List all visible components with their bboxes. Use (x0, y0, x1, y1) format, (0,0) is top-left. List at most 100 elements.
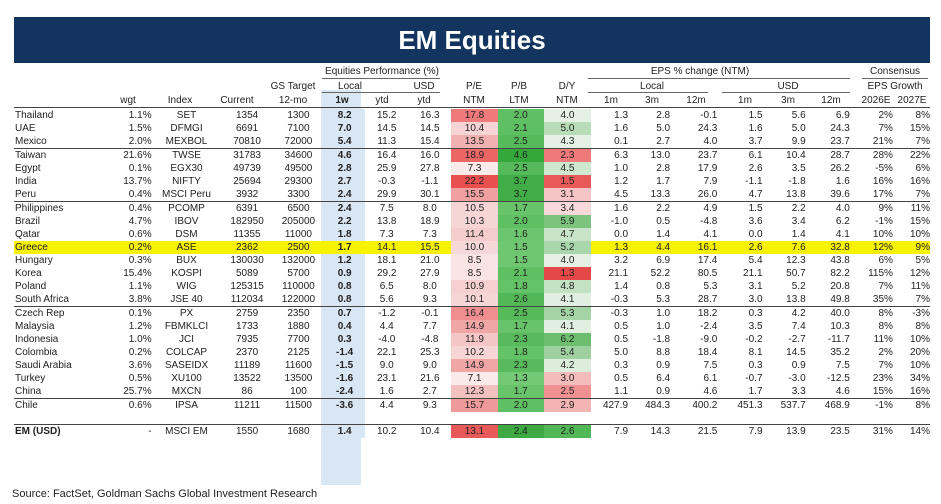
perf-1w-cell: 1.2 (324, 254, 366, 267)
header-3m-local: 3m (645, 95, 659, 106)
eps-2027e-cell: 11% (910, 281, 930, 292)
gs-target-cell: 49500 (284, 163, 313, 174)
current-cell: 7935 (235, 334, 259, 345)
eps-2027e-cell: 14% (909, 426, 930, 437)
header-2026e: 2026E (861, 95, 891, 106)
gs-target-cell: 7700 (287, 334, 310, 345)
ytd-local-cell: -4.0 (378, 334, 396, 345)
header-wgt: wgt (120, 95, 136, 106)
eps-2026e-cell: 9% (849, 201, 893, 215)
eps-usd-1m-cell: -1.1 (745, 176, 763, 187)
pb-cell: 2.6 (497, 293, 544, 307)
eps-usd-12m-cell: 43.8 (830, 255, 850, 266)
perf-1w-cell: 0.7 (324, 306, 366, 320)
ytd-local-cell: 4.4 (379, 321, 394, 332)
dy-cell: 2.3 (543, 148, 592, 162)
pb-cell: 3.7 (497, 175, 544, 188)
header-pe-ntm: NTM (463, 95, 485, 106)
perf-1w-cell: 8.2 (324, 109, 366, 122)
pe-cell: 10.1 (451, 293, 498, 307)
weight-cell: 1.1% (128, 281, 152, 292)
eps-local-12m-cell: 6.1 (703, 373, 718, 384)
eps-usd-1m-cell: 6.1 (717, 148, 763, 162)
eps-2026e-cell: 2% (878, 347, 893, 358)
ytd-local-cell: 23.1 (377, 373, 397, 384)
pb-cell: 2.5 (497, 135, 544, 149)
eps-local-3m-cell: 5.0 (656, 123, 671, 134)
dy-cell: 2.5 (543, 385, 592, 399)
pb-cell: 1.5 (497, 254, 544, 267)
eps-usd-1m-cell: 7.9 (748, 426, 763, 437)
pe-cell: 14.9 (451, 320, 498, 333)
weight-cell: 1.1% (128, 110, 152, 121)
eps-local-12m-cell: 18.4 (697, 347, 718, 358)
eps-local-3m-cell: 13.3 (650, 189, 671, 200)
weight-cell: 15.4% (123, 268, 152, 279)
current-cell: 1733 (235, 321, 259, 332)
dy-cell: 4.1 (543, 293, 592, 307)
eps-usd-3m-cell: 3.4 (791, 216, 806, 227)
eps-local-1m-cell: 1.6 (591, 201, 629, 215)
eps-2026e-cell: 11% (873, 334, 893, 345)
pb-cell: 2.4 (497, 424, 544, 438)
eps-usd-3m-cell: 5.2 (791, 281, 806, 292)
country-cell: EM (USD) (15, 426, 61, 437)
ytd-local-cell: 14.5 (377, 123, 397, 134)
weight-cell: 1.5% (128, 123, 152, 134)
gs-target-cell: 11600 (284, 360, 312, 371)
eps-usd-3m-cell: 1.4 (791, 229, 806, 240)
eps-local-1m-cell: 1.3 (614, 110, 629, 121)
table-row: Saudi Arabia 3.6% SASEIDX 11189 11600 -1.5 9.0… (14, 359, 930, 372)
gs-target-cell: 1300 (287, 110, 310, 121)
pe-cell: 11.4 (451, 228, 498, 241)
weight-cell: 1.2% (128, 321, 152, 332)
ytd-usd-cell: 16.0 (408, 148, 452, 162)
header-pb: P/B (510, 81, 528, 92)
divider (322, 78, 440, 79)
header-eps-local: Local (640, 81, 664, 92)
eps-local-1m-cell: 0.3 (614, 360, 629, 371)
dy-cell: 3.1 (543, 188, 592, 202)
table-row: Thailand 1.1% SET 1354 1300 8.2 15.2 16.3 17.8 2.… (14, 109, 930, 122)
pe-cell: 18.9 (451, 148, 498, 162)
gs-target-cell: 2500 (272, 241, 325, 254)
ytd-usd-cell: 2.7 (422, 386, 437, 397)
perf-1w-cell: 2.8 (324, 162, 366, 175)
current-cell: 70810 (233, 136, 261, 147)
gs-target-cell: 1680 (287, 426, 310, 437)
eps-local-12m-cell: 26.0 (697, 189, 718, 200)
index-cell: IPSA (151, 398, 222, 412)
dy-cell: 4.1 (543, 320, 592, 333)
eps-2026e-cell: 8% (849, 306, 893, 320)
pe-cell: 10.0 (451, 241, 498, 254)
eps-local-12m-cell: 4.6 (703, 386, 718, 397)
eps-usd-12m-cell: 23.5 (830, 426, 850, 437)
dy-cell: 1.5 (543, 175, 592, 188)
ytd-local-cell: 18.1 (377, 255, 397, 266)
pb-cell: 2.3 (497, 359, 544, 372)
header-1m-usd: 1m (738, 95, 752, 106)
eps-local-12m-cell: -9.0 (700, 334, 718, 345)
index-cell: PX (151, 306, 222, 320)
dy-cell: 5.9 (543, 215, 592, 228)
spacer-cell (717, 412, 763, 425)
eps-local-1m-cell: 7.9 (614, 426, 629, 437)
index-cell: MXCN (171, 386, 202, 397)
eps-local-3m-cell: 13.0 (628, 148, 671, 162)
spacer-cell (272, 412, 325, 425)
eps-usd-12m-cell: 24.3 (830, 123, 850, 134)
table-row: South Africa 3.8% JSE 40 112034 122000 0.8 5.6… (14, 293, 930, 307)
perf-1w-cell: 5.4 (324, 135, 366, 149)
current-cell: 125315 (230, 281, 264, 292)
eps-2026e-cell: -5% (875, 163, 893, 174)
eps-local-1m-cell: 1.4 (614, 281, 629, 292)
pb-cell: 2.0 (497, 398, 544, 412)
eps-usd-3m-cell: 7.6 (762, 241, 806, 254)
weight-cell: 0.2% (108, 241, 152, 254)
eps-usd-1m-cell: 1.5 (717, 201, 763, 215)
table-row: Egypt 0.1% EGX30 49739 49500 2.8 25.9 27.8 7.3 2.… (14, 162, 930, 175)
eps-local-1m-cell: 427.9 (591, 398, 629, 412)
pb-cell: 1.7 (497, 320, 544, 333)
country-cell: Korea (15, 268, 42, 279)
ytd-usd-cell: 15.5 (408, 241, 452, 254)
